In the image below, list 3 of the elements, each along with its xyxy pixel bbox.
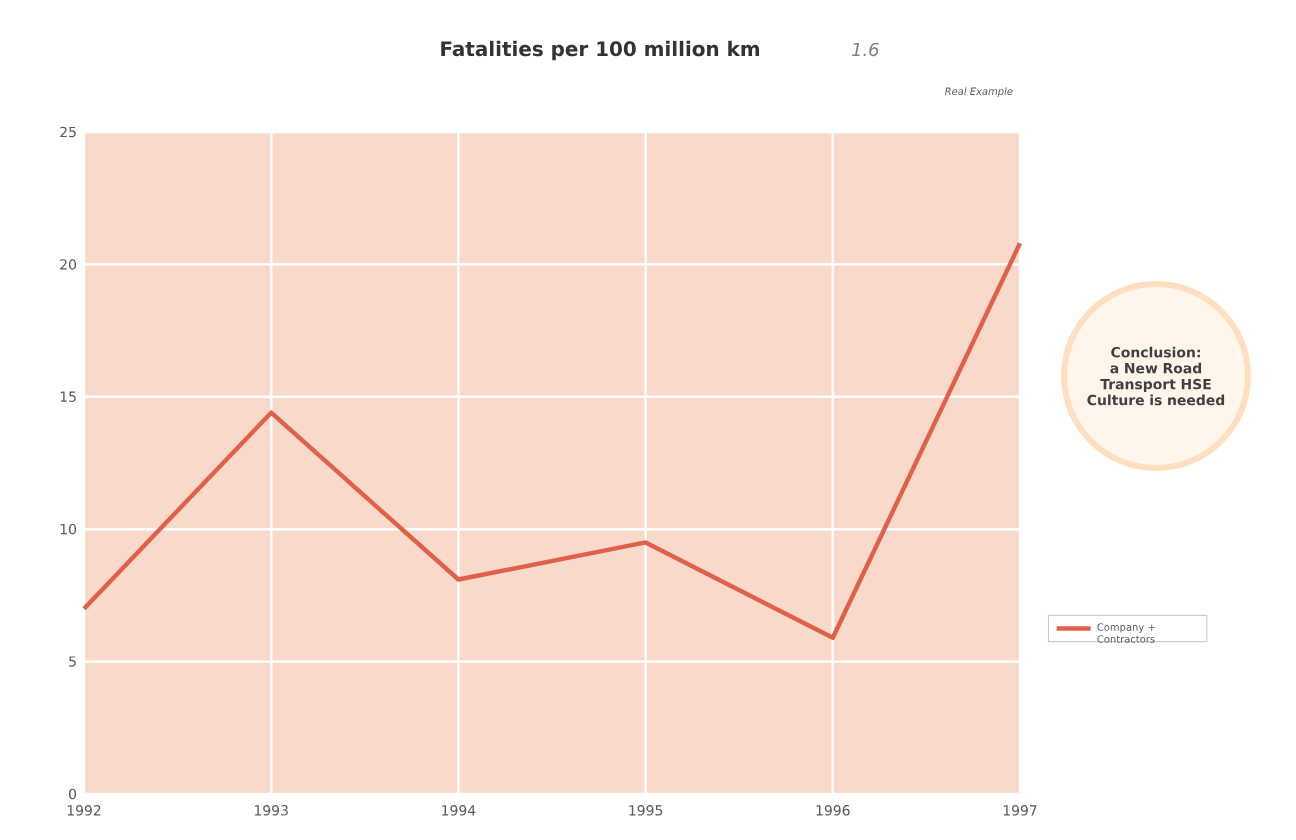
chart-subtitle: 1.6: [851, 42, 879, 57]
line-series: [81, 241, 1023, 640]
chart-title: Fatalities per 100 million km: [441, 40, 760, 61]
